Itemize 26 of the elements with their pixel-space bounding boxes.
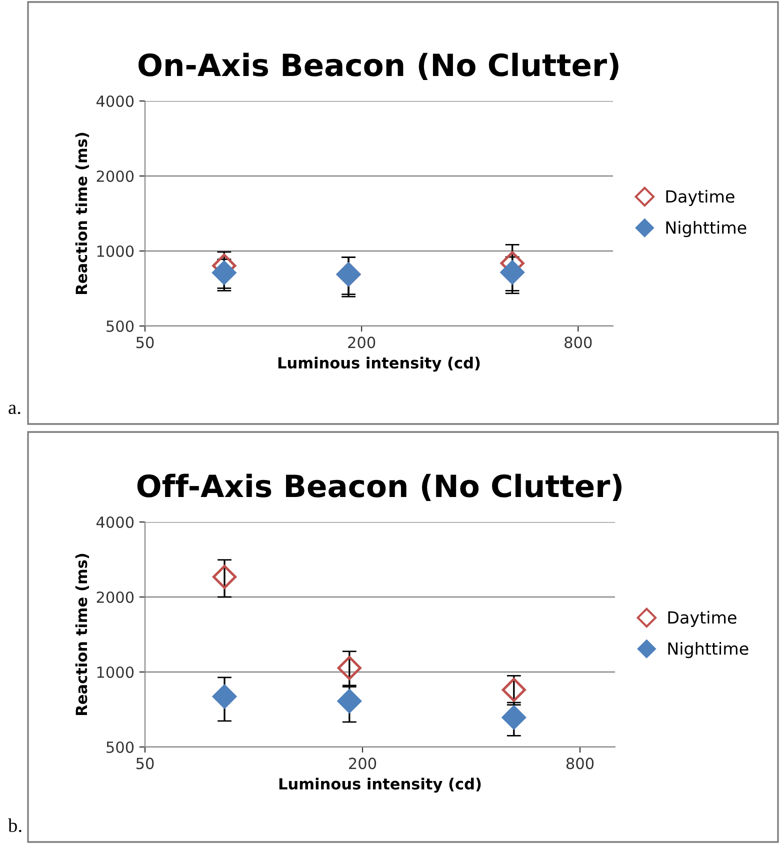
x-tick-label: 800	[566, 758, 594, 770]
y-tick-label: 2000	[96, 170, 134, 182]
legend-label: Daytime	[668, 610, 736, 627]
x-axis-title: Luminous intensity (cd)	[279, 778, 481, 793]
x-tick-label: 200	[348, 336, 376, 348]
y-tick-label: 1000	[97, 245, 134, 258]
x-tick-label: 200	[349, 758, 376, 770]
legend-label: Nighttime	[668, 642, 748, 658]
chart-title: On-Axis Beacon (No Clutter)	[138, 52, 618, 80]
y-tick-label: 500	[106, 320, 134, 332]
y-tick-label: 2000	[96, 591, 134, 604]
text: b.	[8, 818, 22, 832]
y-tick-label: 500	[106, 741, 134, 754]
y-tick-label: 4000	[96, 516, 134, 528]
chart-title: Off-Axis Beacon (No Clutter)	[137, 474, 622, 502]
text: a.	[8, 404, 20, 414]
x-tick-label: 50	[136, 336, 154, 348]
x-tick-label: 800	[564, 336, 592, 348]
legend-label: Daytime	[666, 190, 734, 206]
y-tick-label: 4000	[96, 95, 134, 108]
y-axis-title: Reaction time (ms)	[75, 554, 89, 716]
legend-label: Nighttime	[666, 221, 746, 238]
y-tick-label: 1000	[97, 666, 134, 678]
y-axis-title: Reaction time (ms)	[75, 132, 89, 294]
x-axis-title: Luminous intensity (cd)	[278, 356, 480, 372]
x-tick-label: 50	[136, 758, 154, 770]
